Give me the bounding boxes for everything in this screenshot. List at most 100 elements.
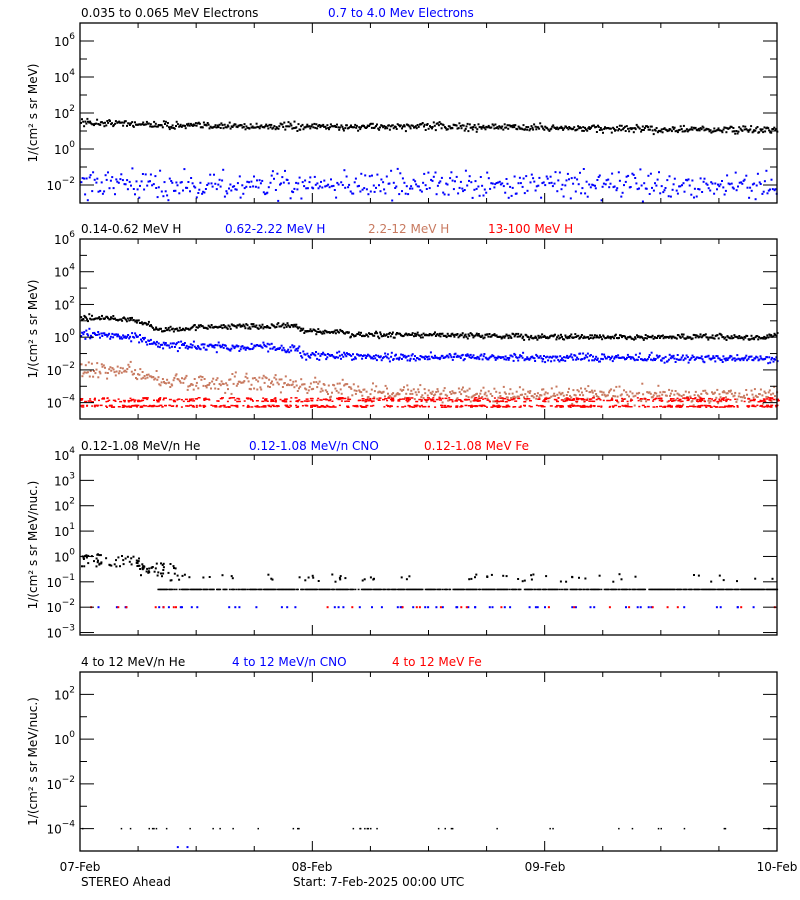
data-point xyxy=(240,124,243,127)
data-point xyxy=(757,401,761,403)
data-point xyxy=(446,354,449,357)
data-point xyxy=(212,405,216,407)
data-point xyxy=(579,336,581,339)
data-point xyxy=(306,187,309,190)
data-point xyxy=(308,330,311,333)
data-point xyxy=(333,330,336,333)
data-point xyxy=(492,400,495,403)
data-point xyxy=(303,383,306,386)
data-point xyxy=(580,405,584,407)
data-point xyxy=(765,337,768,340)
data-point xyxy=(140,377,143,380)
data-point xyxy=(747,398,751,400)
data-point xyxy=(636,392,639,395)
data-point xyxy=(188,576,191,579)
data-point xyxy=(666,588,669,591)
data-point xyxy=(392,397,395,400)
data-point xyxy=(117,372,120,375)
data-point xyxy=(181,588,184,591)
data-point xyxy=(369,393,372,396)
data-point xyxy=(270,123,273,126)
data-point xyxy=(743,128,746,131)
data-point xyxy=(591,397,595,399)
data-point xyxy=(244,375,247,378)
data-point xyxy=(601,338,604,341)
data-point xyxy=(468,578,471,581)
data-point xyxy=(391,588,394,591)
data-point xyxy=(680,333,683,336)
data-point xyxy=(315,588,317,591)
data-point xyxy=(111,317,114,320)
data-point xyxy=(200,588,202,591)
data-point xyxy=(354,356,357,359)
data-point xyxy=(346,400,349,402)
data-point xyxy=(82,557,85,559)
data-point xyxy=(207,345,210,348)
data-point xyxy=(523,396,525,399)
data-point xyxy=(301,405,304,407)
data-point xyxy=(331,400,334,402)
data-point xyxy=(577,125,580,128)
data-point xyxy=(223,195,226,198)
data-point xyxy=(642,129,645,131)
data-point xyxy=(611,172,614,175)
data-point xyxy=(495,182,498,184)
data-point xyxy=(274,374,277,377)
data-point xyxy=(130,557,133,560)
data-point xyxy=(293,120,296,123)
data-point xyxy=(155,405,159,408)
data-point xyxy=(203,588,206,591)
data-point xyxy=(400,353,403,356)
data-point xyxy=(412,358,415,360)
data-point xyxy=(631,127,634,130)
data-point xyxy=(286,384,288,387)
data-point xyxy=(153,120,156,123)
data-point xyxy=(597,398,601,400)
data-point xyxy=(487,390,490,393)
data-point xyxy=(381,357,384,360)
data-point xyxy=(171,124,174,127)
data-point xyxy=(149,375,152,378)
data-point xyxy=(533,180,536,183)
y-tick-label: 106 xyxy=(54,230,75,247)
data-point xyxy=(722,406,726,408)
data-point xyxy=(604,337,607,339)
data-point xyxy=(543,393,546,396)
data-point xyxy=(310,125,313,128)
data-point xyxy=(149,125,152,128)
data-point xyxy=(167,199,170,202)
data-point xyxy=(87,562,90,565)
data-point xyxy=(107,333,110,336)
data-point xyxy=(270,588,273,591)
data-point xyxy=(592,395,595,398)
data-point xyxy=(389,405,392,407)
data-point xyxy=(676,131,679,134)
data-point xyxy=(433,124,436,127)
data-point xyxy=(529,127,532,130)
data-point xyxy=(685,354,688,357)
data-point xyxy=(696,129,699,132)
data-point xyxy=(338,354,341,357)
data-point xyxy=(193,588,196,591)
data-point xyxy=(182,124,185,127)
data-point xyxy=(491,354,494,357)
data-point xyxy=(469,353,472,356)
data-point xyxy=(706,588,709,591)
data-point xyxy=(353,126,356,129)
data-point xyxy=(515,588,518,591)
data-point xyxy=(510,397,513,399)
data-point xyxy=(217,126,220,129)
data-point xyxy=(270,399,273,402)
data-point xyxy=(262,327,265,330)
data-point xyxy=(733,394,736,397)
data-point xyxy=(124,557,127,560)
data-point xyxy=(98,316,101,319)
data-point xyxy=(359,128,362,131)
data-point xyxy=(216,377,219,380)
data-point xyxy=(168,346,171,349)
data-point xyxy=(137,400,139,403)
data-point xyxy=(495,127,498,129)
data-point xyxy=(163,588,166,591)
data-point xyxy=(646,399,650,401)
data-point xyxy=(661,334,664,337)
